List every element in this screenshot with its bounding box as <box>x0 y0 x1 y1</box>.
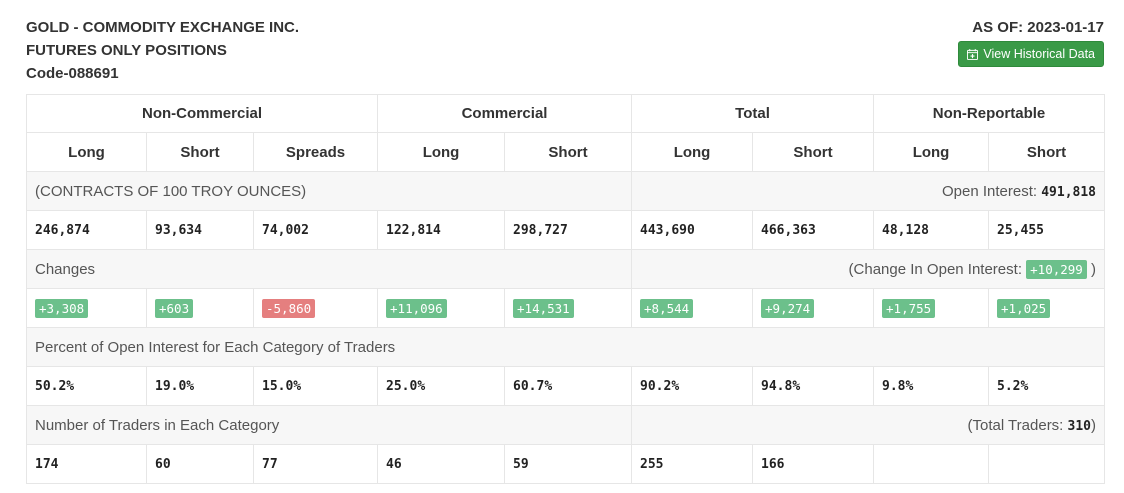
view-historical-data-label: View Historical Data <box>983 47 1095 61</box>
percent-cell: 15.0% <box>252 366 379 406</box>
changes-row: +3,308 +603 -5,860 +11,096 +14,531 +8,54… <box>26 288 1106 328</box>
position-type: FUTURES ONLY POSITIONS <box>26 42 227 59</box>
group-header-row: Non-Commercial Commercial Total Non-Repo… <box>25 94 1106 133</box>
total-traders-cell: (Total Traders: 310) <box>631 405 1106 445</box>
percent-label: Percent of Open Interest for Each Catego… <box>25 327 1106 367</box>
traders-label: Number of Traders in Each Category <box>25 405 633 445</box>
change-open-interest-badge: +10,299 <box>1026 259 1087 279</box>
as-of-date: AS OF: 2023-01-17 <box>972 19 1104 36</box>
column-header-row: Long Short Spreads Long Short Long Short… <box>26 132 1106 172</box>
percent-note-row: Percent of Open Interest for Each Catego… <box>25 327 1106 367</box>
change-badge: +1,025 <box>997 298 1051 318</box>
traders-cell: 59 <box>504 444 633 484</box>
position-cell: 246,874 <box>26 210 147 250</box>
position-cell: 93,634 <box>146 210 254 250</box>
report-date-block: AS OF: 2023-01-17 View Historical Data <box>958 16 1104 67</box>
percent-cell: 60.7% <box>504 366 633 406</box>
traders-row: 174 60 77 46 59 255 166 <box>26 444 1106 484</box>
report-title-block: GOLD - COMMODITY EXCHANGE INC. FUTURES O… <box>26 16 299 85</box>
change-badge: +3,308 <box>35 298 89 318</box>
view-historical-data-button[interactable]: View Historical Data <box>958 41 1104 67</box>
change-badge: +603 <box>155 298 194 318</box>
contracts-unit-note: (CONTRACTS OF 100 TROY OUNCES) <box>25 171 633 211</box>
open-interest-value: 491,818 <box>1041 184 1097 200</box>
open-interest-label: Open Interest: <box>941 182 1038 200</box>
col-header: Short <box>752 132 875 172</box>
percent-cell: 90.2% <box>631 366 754 406</box>
calendar-plus-icon <box>967 48 979 60</box>
percent-cell: 19.0% <box>146 366 254 406</box>
position-cell: 443,690 <box>631 210 754 250</box>
total-traders-suffix: ) <box>1091 416 1097 434</box>
col-header: Short <box>146 132 254 172</box>
total-traders-value: 310 <box>1067 418 1092 434</box>
traders-cell: 77 <box>252 444 379 484</box>
position-cell: 466,363 <box>752 210 875 250</box>
change-badge: -5,860 <box>262 298 316 318</box>
traders-cell: 255 <box>631 444 754 484</box>
traders-cell <box>988 444 1106 484</box>
position-cell: 74,002 <box>252 210 379 250</box>
col-header: Short <box>504 132 633 172</box>
percent-cell: 50.2% <box>26 366 147 406</box>
group-total: Total <box>631 94 875 133</box>
total-traders-prefix: (Total Traders: <box>967 416 1064 434</box>
group-non-reportable: Non-Reportable <box>873 94 1106 133</box>
cot-positions-table: Non-Commercial Commercial Total Non-Repo… <box>25 94 1106 484</box>
commodity-title: GOLD - COMMODITY EXCHANGE INC. <box>26 19 300 36</box>
percent-cell: 9.8% <box>873 366 990 406</box>
col-header: Short <box>988 132 1106 172</box>
change-open-interest-cell: (Change In Open Interest: +10,299 ) <box>631 249 1106 289</box>
change-open-interest-prefix: (Change In Open Interest: <box>848 260 1022 278</box>
col-header: Long <box>26 132 147 172</box>
col-header: Long <box>631 132 754 172</box>
positions-row: 246,874 93,634 74,002 122,814 298,727 44… <box>26 210 1106 250</box>
position-cell: 122,814 <box>377 210 506 250</box>
change-badge: +14,531 <box>513 298 574 318</box>
position-cell: 25,455 <box>988 210 1106 250</box>
change-badge: +8,544 <box>640 298 694 318</box>
contract-code: Code-088691 <box>26 65 119 82</box>
col-header: Long <box>873 132 990 172</box>
position-cell: 298,727 <box>504 210 633 250</box>
change-badge: +1,755 <box>882 298 936 318</box>
change-badge: +11,096 <box>386 298 447 318</box>
changes-label: Changes <box>25 249 633 289</box>
open-interest-cell: Open Interest: 491,818 <box>631 171 1106 211</box>
percent-cell: 25.0% <box>377 366 506 406</box>
col-header: Long <box>377 132 506 172</box>
change-open-interest-suffix: ) <box>1091 260 1097 278</box>
traders-cell: 46 <box>377 444 506 484</box>
change-badge: +9,274 <box>761 298 815 318</box>
percent-cell: 5.2% <box>988 366 1106 406</box>
position-cell: 48,128 <box>873 210 990 250</box>
col-header: Spreads <box>252 132 379 172</box>
changes-note-row: Changes (Change In Open Interest: +10,29… <box>25 249 1106 289</box>
percent-cell: 94.8% <box>752 366 875 406</box>
group-non-commercial: Non-Commercial <box>25 94 379 133</box>
percent-row: 50.2% 19.0% 15.0% 25.0% 60.7% 90.2% 94.8… <box>26 366 1106 406</box>
traders-cell: 60 <box>146 444 254 484</box>
group-commercial: Commercial <box>377 94 633 133</box>
traders-note-row: Number of Traders in Each Category (Tota… <box>25 405 1106 445</box>
contracts-note-row: (CONTRACTS OF 100 TROY OUNCES) Open Inte… <box>25 171 1106 211</box>
traders-cell <box>873 444 990 484</box>
traders-cell: 166 <box>752 444 875 484</box>
traders-cell: 174 <box>26 444 147 484</box>
